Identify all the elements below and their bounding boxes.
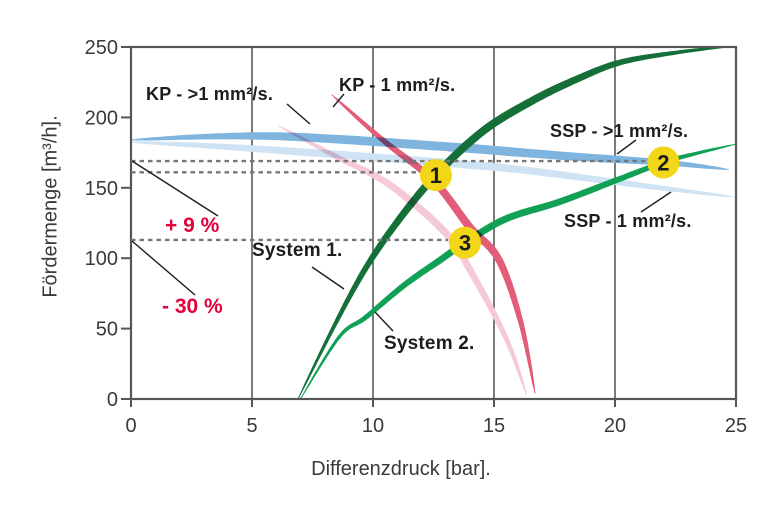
leader-kp-1 [332,93,345,108]
x-tick-label-15: 15 [483,415,505,437]
label-system1: System 1. [252,240,343,261]
y-tick-label-150: 150 [85,178,118,200]
y-tick-label-250: 250 [85,37,118,59]
leader-ssp-gt1 [616,139,637,155]
x-tick-label-5: 5 [246,415,257,437]
marker-circle-3 [448,226,481,259]
x-tick-label-0: 0 [125,415,136,437]
y-axis-title: Fördermenge [m³/h]. [39,115,62,298]
y-tick-label-100: 100 [85,248,118,270]
label-ssp-1: SSP - 1 mm²/s. [564,211,692,231]
curve-ribbons [131,47,736,399]
curve-ssp-1-mm-s- [131,141,734,198]
leader-ssp-1 [640,191,672,213]
marker-number-3: 3 [459,231,471,256]
reference-dashed-lines [131,159,649,242]
leader-system1 [311,266,345,290]
marker-number-2: 2 [657,150,669,175]
leader-system2 [374,311,394,332]
point-markers: 1 2 3 [419,146,680,259]
x-tick-label-25: 25 [725,415,747,437]
curve-ssp->1-mm-s- [131,132,729,170]
leader-minus30 [131,240,196,296]
marker-2: 2 [647,146,680,179]
x-axis-title: Differenzdruck [bar]. [311,458,491,480]
marker-3: 3 [448,226,481,259]
leader-lines [131,93,672,332]
plot-border [129,45,738,401]
axis-ticks [121,46,737,407]
marker-1: 1 [419,159,452,192]
x-tick-label-10: 10 [362,415,384,437]
x-tick-label-20: 20 [604,415,626,437]
y-tick-label-0: 0 [107,389,118,411]
y-tick-label-50: 50 [96,319,118,341]
leader-kp-gt1 [286,103,311,125]
y-tick-label-200: 200 [85,107,118,129]
annotation-minus30: - 30 % [162,295,223,318]
marker-number-1: 1 [430,163,442,188]
label-kp-1: KP - 1 mm²/s. [339,75,456,95]
label-system2: System 2. [384,333,475,354]
label-ssp-gt1: SSP - >1 mm²/s. [550,121,689,141]
label-kp-gt1: KP - >1 mm²/s. [146,84,274,104]
marker-circle-1 [419,159,452,192]
annotation-plus9: + 9 % [165,214,220,237]
leader-plus9 [131,160,219,217]
marker-circle-2 [647,146,680,179]
